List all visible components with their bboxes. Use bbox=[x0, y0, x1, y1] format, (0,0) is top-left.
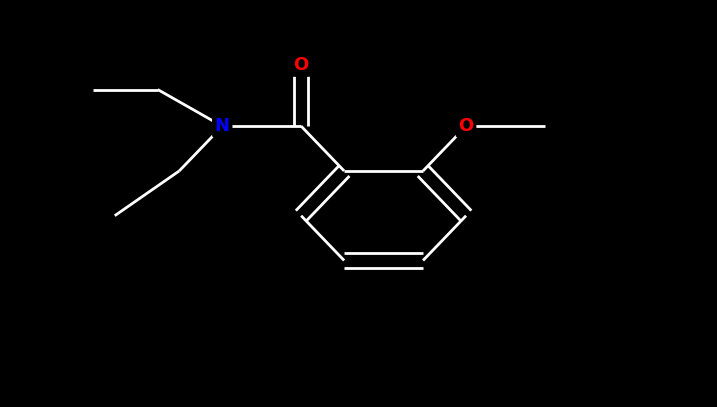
Text: O: O bbox=[293, 56, 309, 74]
Text: N: N bbox=[215, 117, 229, 135]
Text: O: O bbox=[458, 117, 474, 135]
